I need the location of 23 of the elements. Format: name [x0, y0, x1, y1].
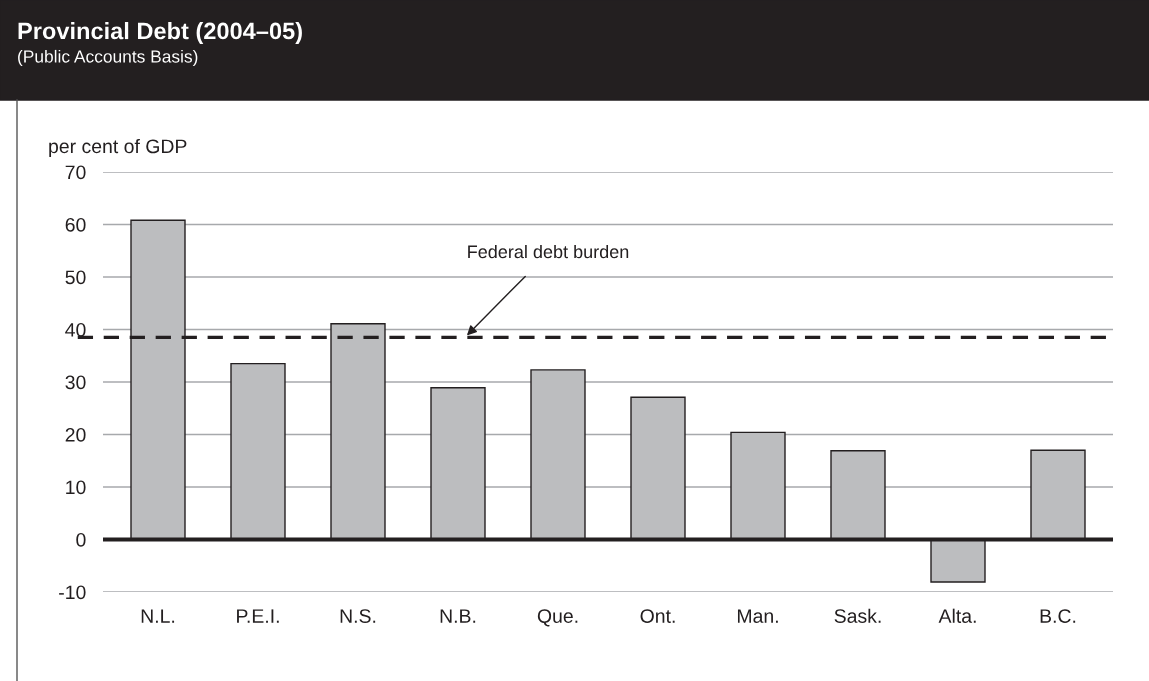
y-tick-label: 70: [65, 165, 86, 180]
y-tick-label: 50: [65, 270, 86, 285]
x-tick-label: Alta.: [938, 608, 976, 623]
x-tick-label: B.C.: [1040, 609, 1076, 623]
x-tick-label: P.E.I.: [237, 609, 279, 623]
y-tick-label: 60: [65, 217, 86, 232]
x-tick-label: N.S.: [340, 609, 376, 623]
ref-line-label: Federal debt burden: [468, 244, 629, 259]
y-tick-label: 20: [65, 427, 86, 442]
x-tick-label: Sask.: [834, 608, 881, 623]
chart-subtitle: (Public Accounts Basis): [18, 49, 198, 67]
chart-title: Provincial Debt (2004–05): [18, 22, 302, 44]
x-tick-label: Man.: [737, 609, 778, 623]
y-tick-label: 30: [65, 375, 86, 390]
x-tick-label: N.L.: [141, 609, 175, 623]
y-axis-title: per cent of GDP: [49, 138, 187, 158]
x-tick-label: Que.: [537, 609, 578, 627]
y-tick-label: 0: [76, 532, 86, 547]
y-tick-label: 10: [66, 480, 86, 495]
y-tick-label: -10: [59, 585, 86, 600]
y-tick-label: 40: [65, 322, 86, 337]
x-tick-label: N.B.: [440, 609, 476, 623]
x-tick-label: Ont.: [640, 609, 675, 623]
